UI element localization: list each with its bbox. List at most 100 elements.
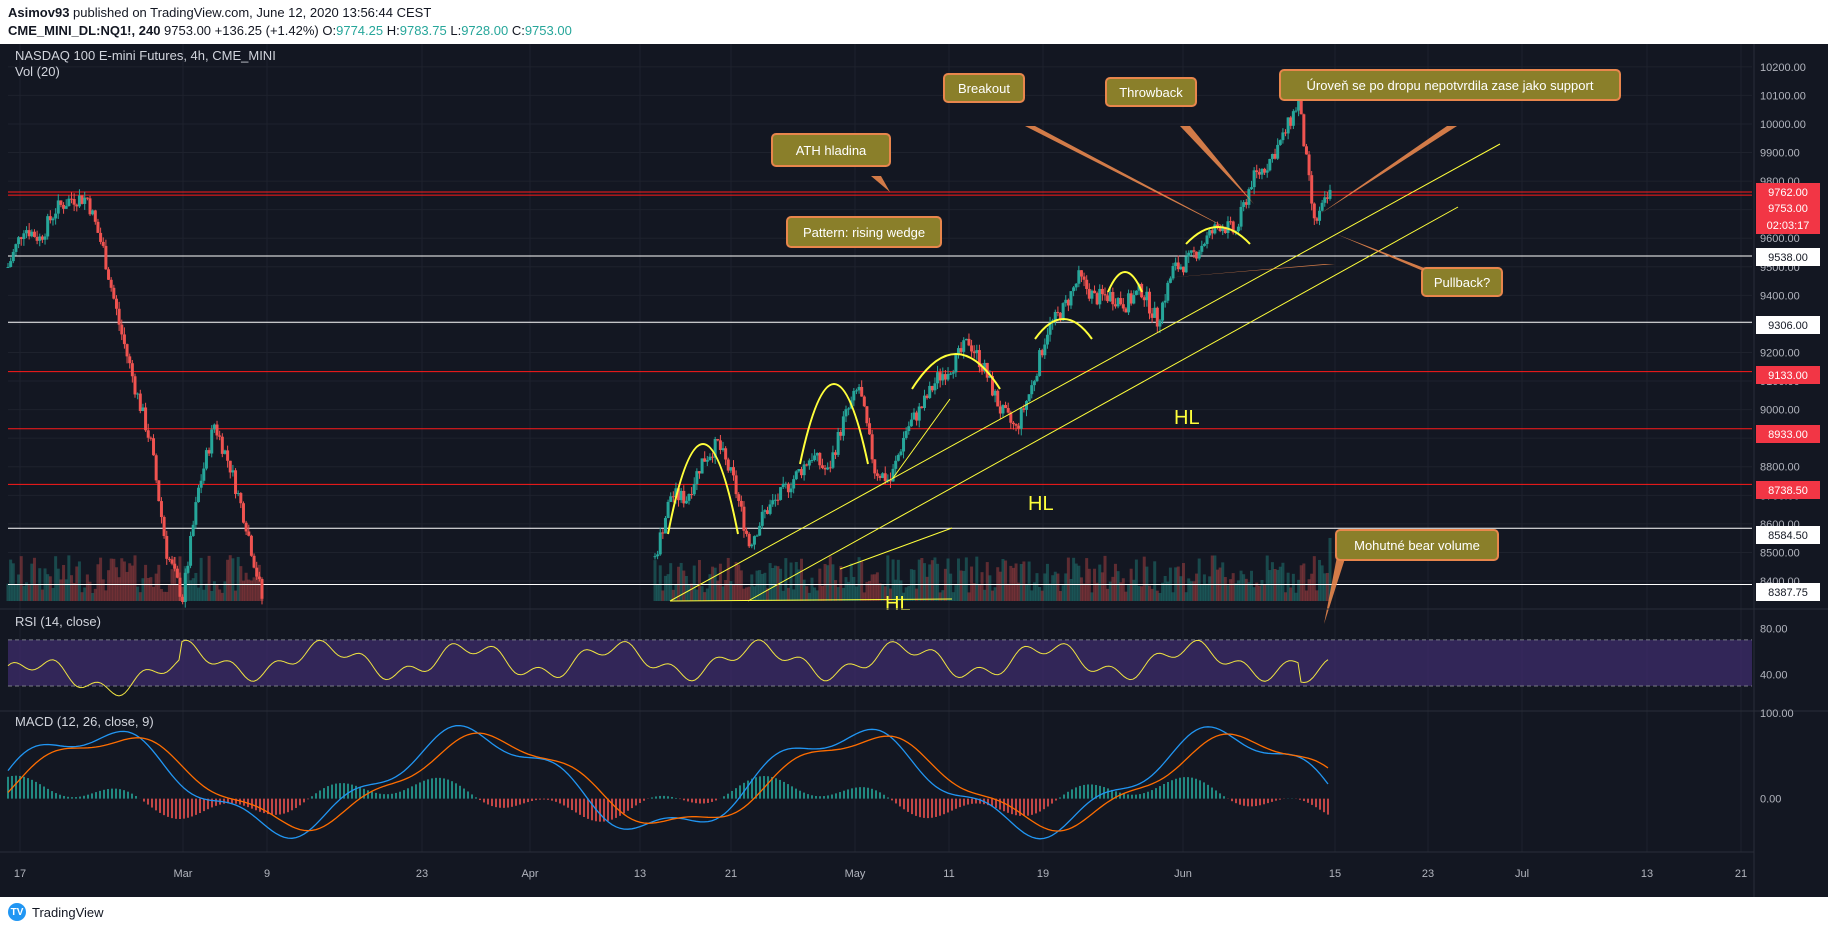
candle-body	[202, 468, 206, 481]
candle-body	[183, 572, 187, 602]
candle-body	[763, 510, 767, 512]
candle-body	[236, 493, 240, 495]
volume-bar	[938, 592, 942, 601]
candle-body	[904, 431, 908, 438]
volume-bar	[122, 561, 126, 601]
open-value: 9774.25	[336, 23, 384, 38]
candle-body	[1145, 291, 1149, 301]
macd-histogram-bar	[523, 798, 525, 804]
volume-bar	[1043, 573, 1047, 601]
macd-histogram-bar	[1075, 787, 1077, 799]
candle-body	[152, 438, 156, 456]
top-arc	[1185, 226, 1251, 245]
volume-bar	[1299, 565, 1303, 601]
candle-body	[836, 431, 840, 455]
volume-bar	[14, 584, 18, 601]
candle-body	[1257, 172, 1261, 175]
volume-bar	[954, 585, 958, 601]
macd-histogram-bar	[447, 779, 449, 799]
macd-histogram-bar	[255, 798, 257, 811]
macd-histogram-bar	[347, 783, 349, 799]
candle-body	[936, 372, 940, 384]
candle-body	[1202, 243, 1206, 246]
candle-body	[1127, 293, 1131, 313]
price-tag	[1756, 526, 1820, 544]
volume-bar	[1108, 581, 1112, 601]
chart-area[interactable]: ATH hladina Breakout Throwback Úroveň se po…	[0, 44, 1828, 897]
volume-bar	[1244, 578, 1248, 601]
publisher-name[interactable]: Asimov93	[8, 5, 70, 20]
x-tick-label: 15	[1329, 868, 1341, 880]
candle-body	[93, 210, 97, 222]
candle-body	[967, 338, 971, 346]
volume-bar	[30, 563, 34, 601]
annotation-pointer	[1336, 234, 1445, 276]
candle-body	[1040, 350, 1044, 356]
macd-histogram-bar	[463, 788, 465, 799]
macd-histogram-bar	[75, 797, 77, 799]
candle-body	[199, 480, 203, 488]
macd-histogram-bar	[239, 798, 241, 805]
candle-body	[868, 423, 872, 435]
macd-histogram-bar	[955, 798, 957, 809]
volume-bar	[51, 587, 55, 601]
candle-body	[1284, 132, 1288, 134]
macd-histogram-bar	[839, 792, 841, 799]
volume-bar	[167, 584, 171, 601]
macd-histogram-bar	[899, 798, 901, 807]
volume-bar	[933, 557, 937, 601]
macd-histogram-bar	[207, 798, 209, 810]
volume-bar	[1184, 592, 1188, 601]
candle-body	[1239, 206, 1243, 227]
volume-bar	[1150, 588, 1154, 601]
candle-body	[88, 198, 92, 215]
candle-body	[915, 412, 919, 421]
rsi-pane	[7, 639, 1752, 697]
candle-body	[752, 536, 756, 545]
candle-body	[1221, 227, 1225, 232]
tradingview-logo[interactable]: TV TradingView	[8, 903, 104, 921]
brand-name: TradingView	[32, 904, 104, 920]
volume-bar	[40, 589, 44, 601]
candle-body	[77, 195, 81, 207]
volume-bar	[255, 573, 259, 601]
candle-body	[684, 500, 688, 504]
candle-body	[718, 440, 722, 450]
macd-histogram-bar	[723, 796, 725, 799]
volume-bar	[857, 557, 861, 601]
candle-body	[1100, 288, 1104, 295]
macd-histogram-bar	[51, 791, 53, 799]
candle-body	[998, 406, 1002, 414]
low-value: 9728.00	[461, 23, 509, 38]
macd-histogram-bar	[931, 798, 933, 818]
volume-bar	[802, 579, 806, 601]
macd-histogram-bar	[619, 798, 621, 816]
macd-histogram-bar	[19, 775, 21, 799]
candle-body	[1121, 304, 1125, 309]
volume-bar	[852, 576, 856, 601]
low-label: L:	[450, 23, 462, 38]
volume-bar	[1163, 575, 1167, 601]
candle-body	[1150, 313, 1154, 318]
annotation-pointer	[1165, 264, 1335, 278]
macd-histogram-bar	[499, 798, 501, 808]
candle-body	[1179, 266, 1183, 270]
volume-bar	[197, 587, 200, 601]
candle-body	[700, 458, 704, 474]
volume-bars	[6, 537, 1332, 601]
hl-label: HL	[885, 593, 911, 615]
volume-bar	[1325, 572, 1329, 601]
candle-body	[1030, 385, 1034, 395]
candle-body	[1098, 288, 1102, 305]
volume-bar	[1270, 562, 1274, 601]
candle-body	[43, 236, 47, 240]
volume-bar	[807, 592, 811, 601]
macd-histogram-bar	[667, 796, 669, 799]
volume-bar	[920, 557, 924, 601]
volume-bar	[747, 586, 751, 601]
candle-body	[854, 390, 858, 392]
volume-bar	[977, 584, 981, 601]
candle-body	[1270, 153, 1274, 159]
candle-body	[1268, 158, 1272, 171]
volume-bar	[1027, 561, 1031, 601]
